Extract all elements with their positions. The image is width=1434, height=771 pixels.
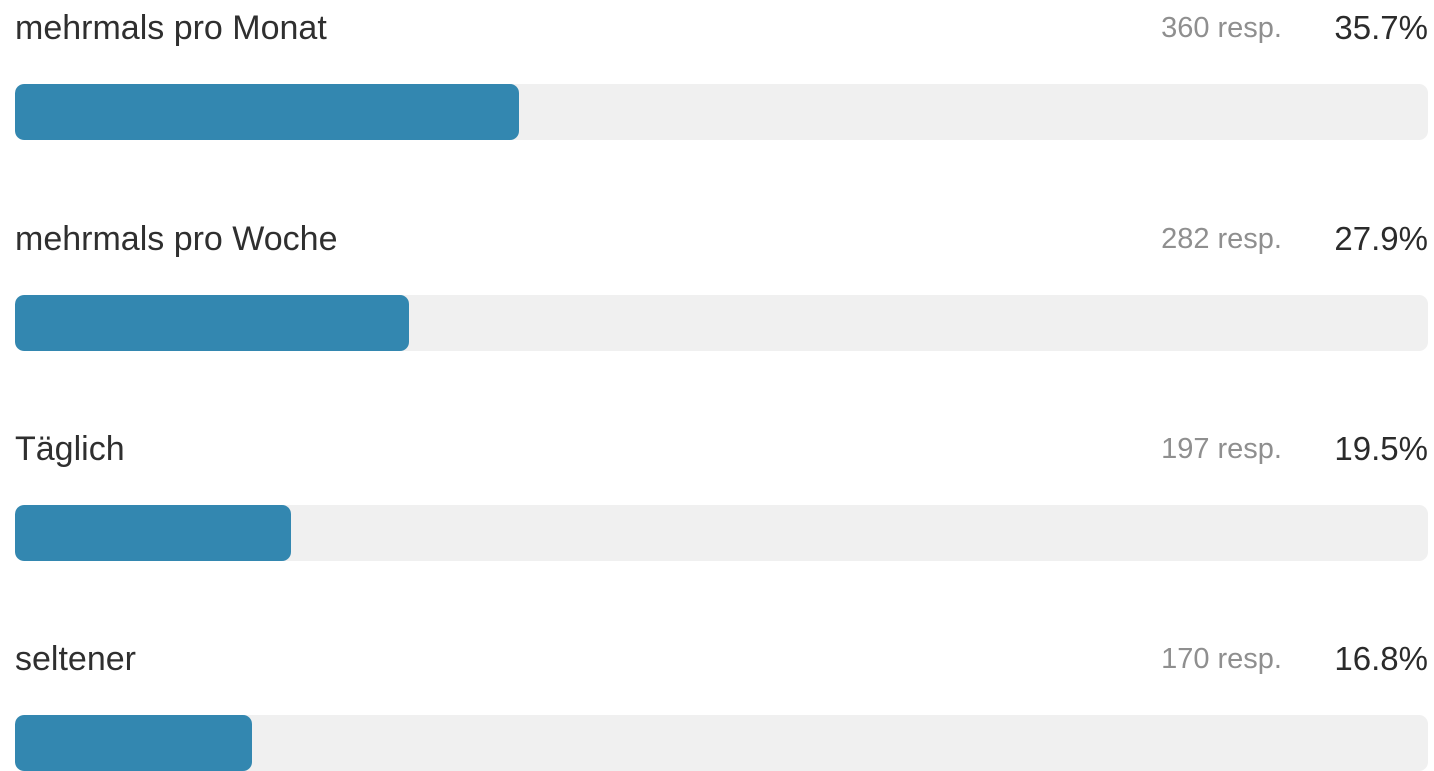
percent-label: 27.9% (1334, 220, 1428, 257)
bar-row-mehrmals-pro-woche: mehrmals pro Woche 282 resp. 27.9% (15, 211, 1428, 351)
bar-label: mehrmals pro Woche (15, 220, 338, 258)
bar-row-header: mehrmals pro Woche 282 resp. 27.9% (15, 211, 1428, 267)
response-count: 282 resp. (1161, 223, 1282, 255)
percent-label: 35.7% (1334, 9, 1428, 46)
response-count: 170 resp. (1161, 643, 1282, 675)
percent-label: 16.8% (1334, 640, 1428, 677)
bar-fill (15, 505, 291, 561)
response-count: 360 resp. (1161, 12, 1282, 44)
bar-row-seltener: seltener 170 resp. 16.8% (15, 631, 1428, 771)
bar-row-taeglich: Täglich 197 resp. 19.5% (15, 421, 1428, 561)
bar-fill (15, 84, 520, 140)
bar-row-header: seltener 170 resp. 16.8% (15, 631, 1428, 687)
bar-label: Täglich (15, 430, 125, 468)
bar-label: mehrmals pro Monat (15, 9, 327, 47)
bar-track (15, 84, 1428, 140)
bar-fill (15, 295, 410, 351)
bar-row-header: mehrmals pro Monat 360 resp. 35.7% (15, 0, 1428, 56)
percent-label: 19.5% (1334, 430, 1428, 467)
bar-track (15, 715, 1428, 771)
bar-track (15, 505, 1428, 561)
bar-row-header: Täglich 197 resp. 19.5% (15, 421, 1428, 477)
bar-label: seltener (15, 640, 136, 678)
bar-track (15, 295, 1428, 351)
bar-fill (15, 715, 253, 771)
response-count: 197 resp. (1161, 433, 1282, 465)
bar-row-mehrmals-pro-monat: mehrmals pro Monat 360 resp. 35.7% (15, 0, 1428, 140)
